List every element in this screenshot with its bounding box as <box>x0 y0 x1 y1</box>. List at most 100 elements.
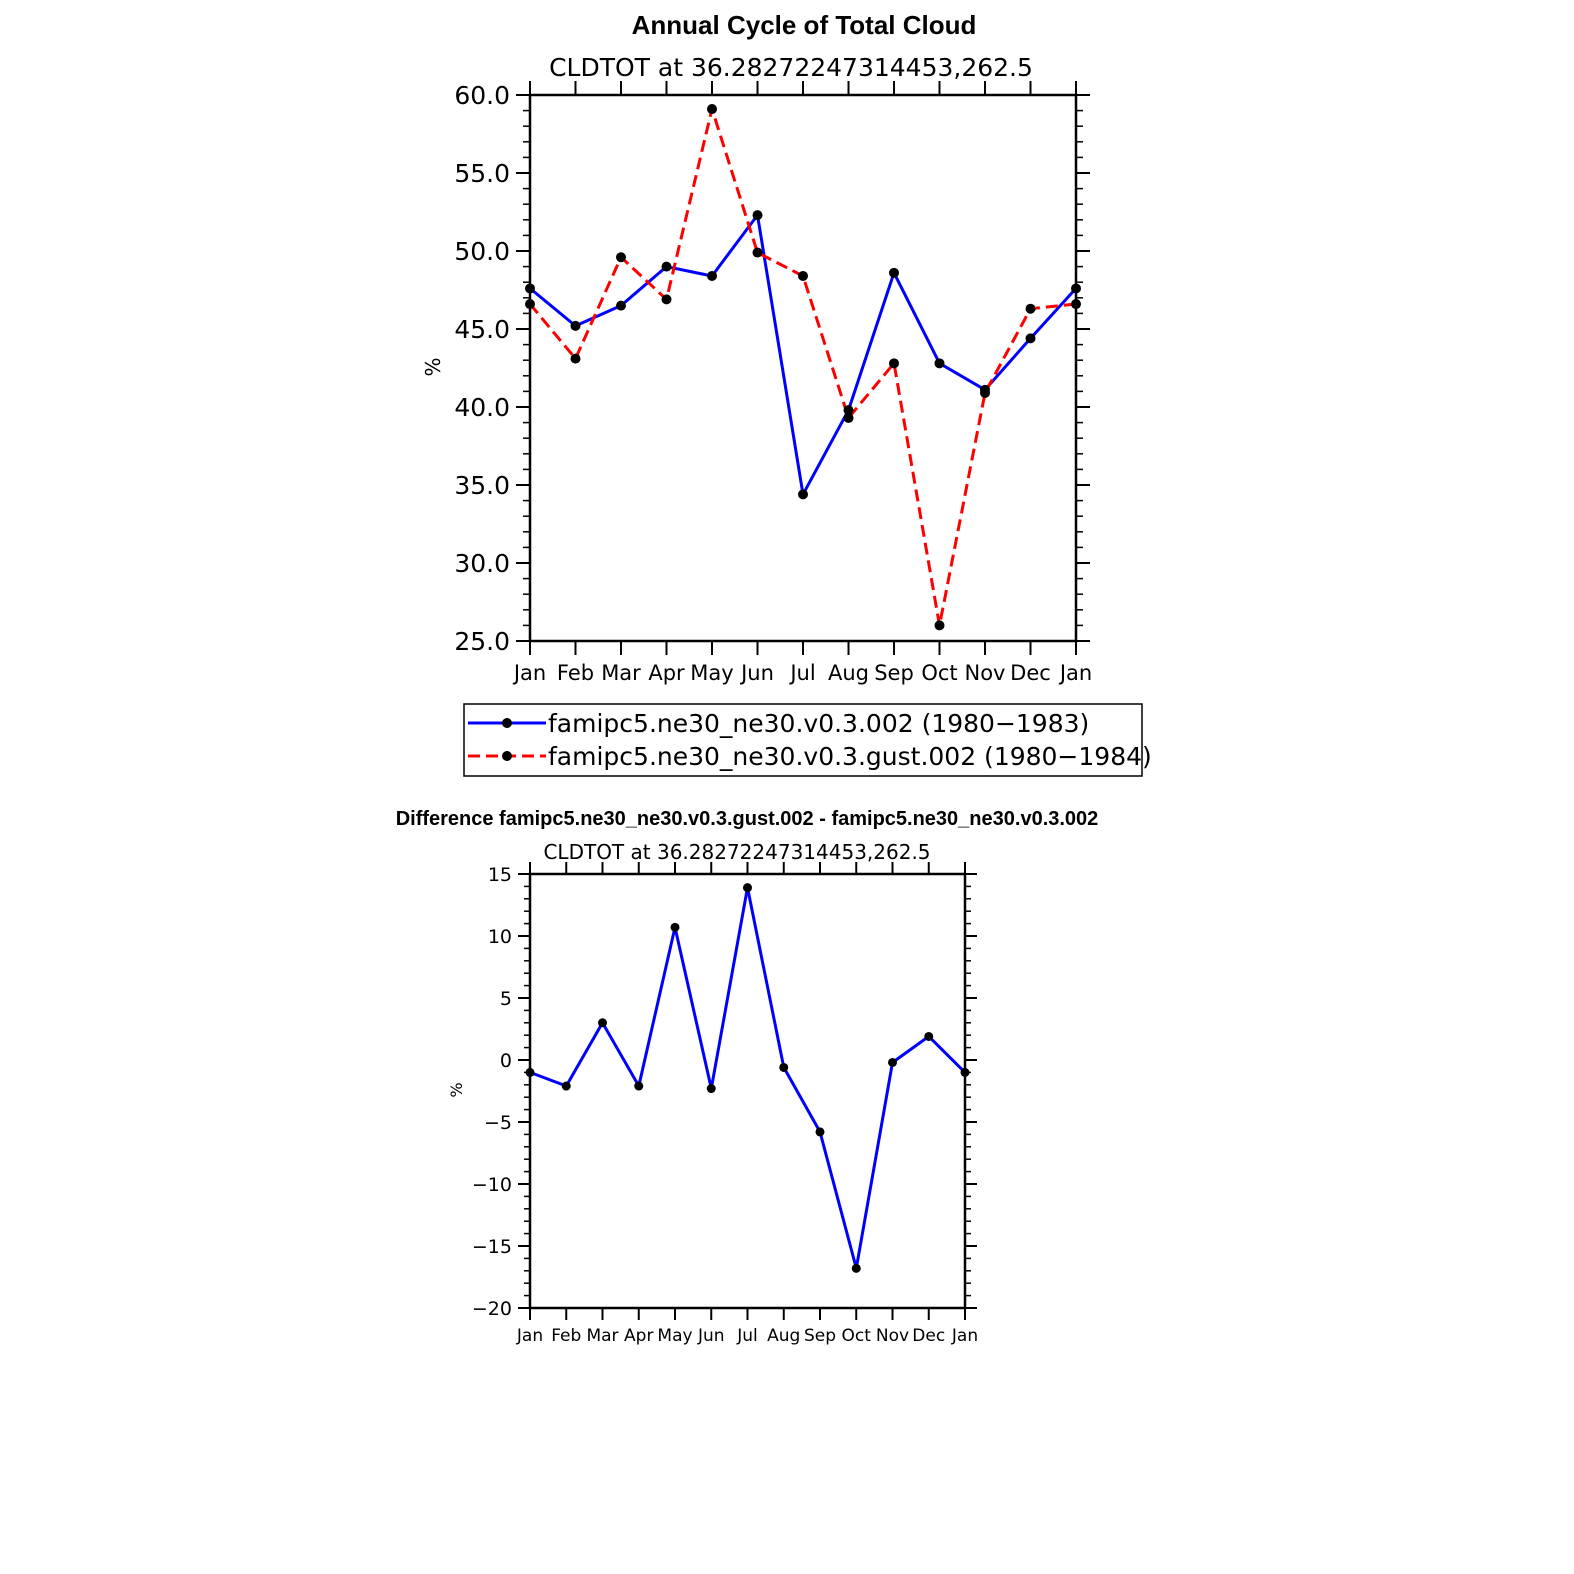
series-line-0 <box>529 213 1078 496</box>
data-point-series-1 <box>707 104 717 115</box>
x-tick-label: Aug <box>767 1326 800 1346</box>
x-tick-label: Jan <box>512 661 546 685</box>
data-point-series-0 <box>888 1057 897 1067</box>
data-point-series-0 <box>706 1084 716 1094</box>
chart1-y-tick-labels: 25.0 30.0 35.0 40.0 45.0 50.0 55.0 60.0 <box>454 81 510 656</box>
chart1-ylabel: % <box>421 357 445 376</box>
x-tick-label: Apr <box>624 1326 653 1346</box>
data-point-series-0 <box>707 270 717 281</box>
chart1-major-ticks <box>516 81 1090 655</box>
x-tick-label: May <box>690 661 733 685</box>
data-point-series-1 <box>570 353 581 364</box>
x-tick-label: Jul <box>788 661 815 685</box>
chart2-series-lines <box>529 886 967 1270</box>
y-tick-label: 25.0 <box>454 627 510 656</box>
data-point-series-1 <box>889 358 899 369</box>
chart2-markers <box>525 883 970 1273</box>
data-point-series-0 <box>815 1127 825 1137</box>
y-tick-label: −10 <box>472 1174 512 1196</box>
chart2-y-tick-labels: −20 −15 −10 −5 0 5 10 15 <box>472 864 512 1320</box>
legend-label-0: famipc5.ne30_ne30.v0.3.002 (1980−1983) <box>548 709 1089 738</box>
data-point-series-0 <box>570 320 581 331</box>
chart1-series-lines <box>528 107 1078 627</box>
data-point-series-0 <box>752 210 763 221</box>
x-tick-label: Jul <box>736 1326 758 1346</box>
data-point-series-0 <box>743 883 752 893</box>
legend-entry-series-0: famipc5.ne30_ne30.v0.3.002 (1980−1983) <box>468 709 1089 738</box>
x-tick-label: Sep <box>874 661 914 685</box>
data-point-series-0 <box>634 1081 644 1091</box>
x-tick-label: Mar <box>586 1326 618 1346</box>
data-point-series-0 <box>670 922 680 932</box>
legend-swatch-marker-0 <box>502 718 512 728</box>
y-tick-label: 40.0 <box>454 393 510 422</box>
data-point-series-1 <box>1025 303 1036 314</box>
x-tick-label: Jan <box>951 1326 978 1346</box>
annual-cycle-chart: Annual Cycle of Total Cloud CLDTOT at 36… <box>421 10 1092 685</box>
y-tick-label: 5 <box>500 988 512 1010</box>
y-tick-label: −20 <box>472 1298 512 1320</box>
x-tick-label: Feb <box>557 661 594 685</box>
x-tick-label: Dec <box>1010 661 1051 685</box>
data-point-series-1 <box>980 387 990 398</box>
y-tick-label: −5 <box>484 1112 512 1134</box>
data-point-series-1 <box>934 620 945 631</box>
data-point-series-0 <box>851 1263 861 1273</box>
series-line-1 <box>528 107 1077 627</box>
x-tick-label: Jan <box>1058 661 1092 685</box>
chart2-ylabel: % <box>447 1082 466 1097</box>
difference-chart: Difference famipc5.ne30_ne30.v0.3.gust.0… <box>396 808 1099 1346</box>
chart1-subtitle: CLDTOT at 36.28272247314453,262.5 <box>549 53 1033 82</box>
y-tick-label: 30.0 <box>454 549 510 578</box>
chart1-title: Annual Cycle of Total Cloud <box>632 10 977 40</box>
x-tick-label: May <box>657 1326 692 1346</box>
data-point-series-0 <box>1025 333 1036 344</box>
series-line-0 <box>529 886 967 1270</box>
x-tick-label: Mar <box>601 661 641 685</box>
chart2-minor-ticks <box>524 873 971 1309</box>
y-tick-label: 0 <box>500 1050 512 1072</box>
data-point-series-0 <box>843 405 854 416</box>
x-tick-label: Nov <box>965 661 1006 685</box>
chart1-legend: famipc5.ne30_ne30.v0.3.002 (1980−1983) f… <box>463 703 1152 777</box>
x-tick-label: Jun <box>739 661 774 685</box>
data-point-series-0 <box>889 267 899 278</box>
data-point-series-0 <box>561 1081 571 1091</box>
data-point-series-0 <box>934 358 945 369</box>
y-tick-label: 60.0 <box>454 81 510 110</box>
chart1-x-tick-labels: Jan Feb Mar Apr May Jun Jul Aug Sep Oct Nov Dec Jan <box>512 661 1092 685</box>
data-point-series-0 <box>798 489 808 500</box>
data-point-series-1 <box>752 247 763 258</box>
y-tick-label: 35.0 <box>454 471 510 500</box>
legend-label-1: famipc5.ne30_ne30.v0.3.gust.002 (1980−19… <box>548 742 1152 771</box>
y-tick-label: 55.0 <box>454 159 510 188</box>
data-point-series-0 <box>779 1062 789 1072</box>
data-point-series-1 <box>798 270 808 281</box>
chart2-subtitle: CLDTOT at 36.28272247314453,262.5 <box>543 840 930 864</box>
chart2-title: Difference famipc5.ne30_ne30.v0.3.gust.0… <box>396 808 1099 830</box>
legend-box <box>463 703 1143 777</box>
chart2-x-tick-labels: Jan Feb Mar Apr May Jun Jul Aug Sep Oct Nov Dec Jan <box>516 1326 978 1346</box>
y-tick-label: 45.0 <box>454 315 510 344</box>
x-tick-label: Sep <box>804 1326 836 1346</box>
chart1-plot-frame <box>528 93 1078 643</box>
x-tick-label: Jun <box>697 1326 725 1346</box>
data-point-series-0 <box>661 261 672 272</box>
x-tick-label: Aug <box>828 661 869 685</box>
x-tick-label: Dec <box>912 1326 945 1346</box>
data-point-series-1 <box>843 412 854 423</box>
chart2-major-ticks <box>518 862 977 1320</box>
chart2-plot-frame <box>528 872 967 1310</box>
x-tick-label: Oct <box>842 1326 872 1346</box>
data-point-series-0 <box>616 300 626 311</box>
y-tick-label: 10 <box>488 926 512 948</box>
x-tick-label: Nov <box>876 1326 909 1346</box>
x-tick-label: Feb <box>551 1326 581 1346</box>
legend-entry-series-1: famipc5.ne30_ne30.v0.3.gust.002 (1980−19… <box>468 742 1152 771</box>
y-tick-label: −15 <box>472 1236 512 1258</box>
x-tick-label: Oct <box>921 661 957 685</box>
data-point-series-1 <box>661 294 672 305</box>
y-tick-label: 50.0 <box>454 237 510 266</box>
data-point-series-0 <box>598 1018 607 1028</box>
